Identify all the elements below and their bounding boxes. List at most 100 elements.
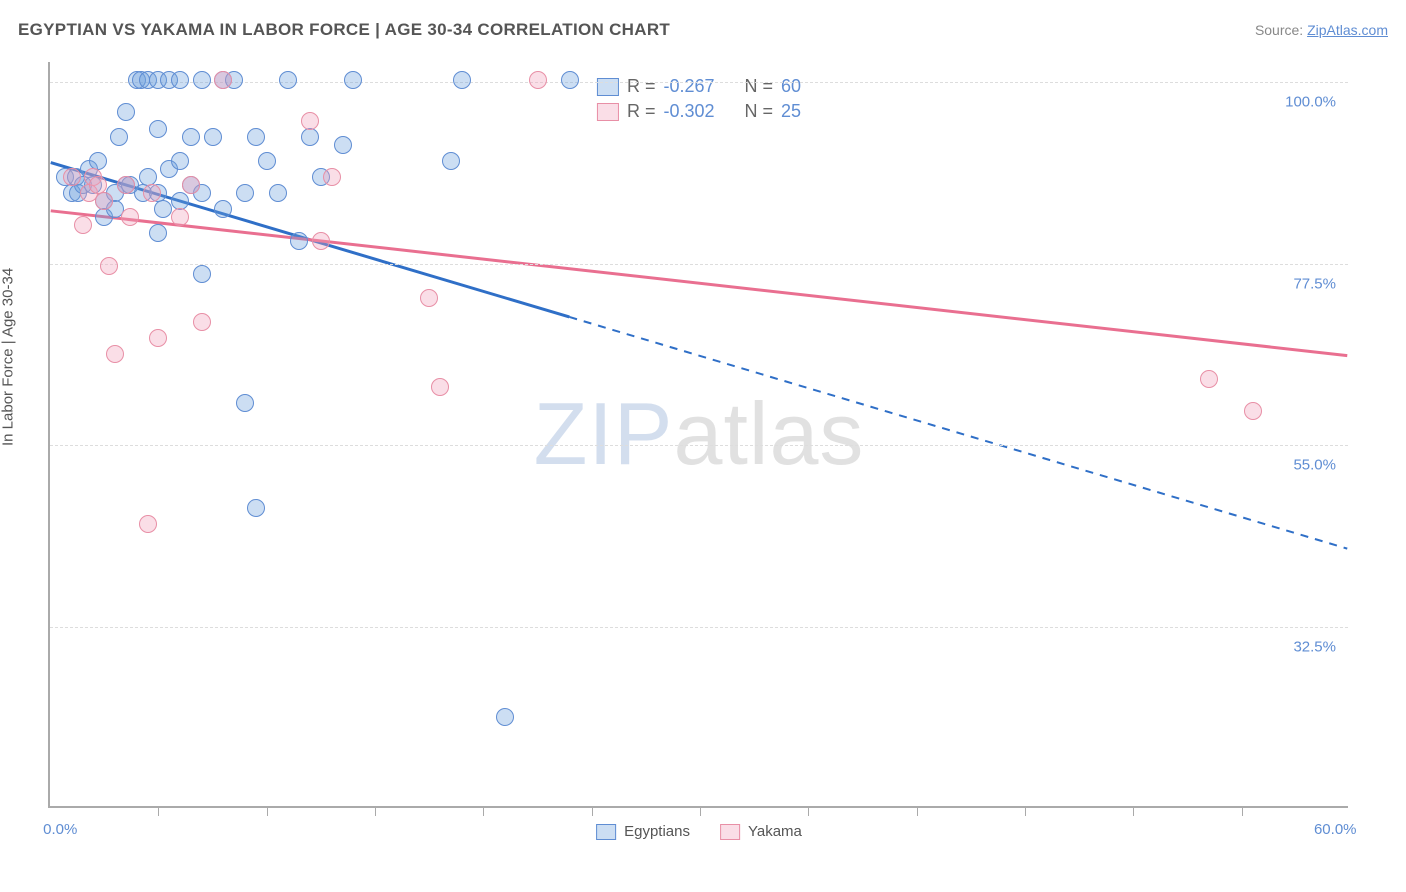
scatter-point: [95, 192, 113, 210]
scatter-point: [1200, 370, 1218, 388]
scatter-point: [74, 216, 92, 234]
scatter-point: [182, 176, 200, 194]
scatter-point: [193, 313, 211, 331]
scatter-point: [236, 394, 254, 412]
x-tick: [808, 806, 809, 816]
grid-line: [50, 82, 1348, 83]
scatter-point: [214, 71, 232, 89]
scatter-point: [561, 71, 579, 89]
y-tick-label: 55.0%: [1293, 457, 1336, 474]
legend-label: Egyptians: [624, 823, 690, 840]
stats-row: R = -0.267 N = 60: [597, 76, 801, 97]
x-tick: [917, 806, 918, 816]
scatter-point: [247, 499, 265, 517]
stats-r-label: R =: [627, 76, 656, 97]
scatter-point: [496, 708, 514, 726]
scatter-point: [117, 103, 135, 121]
scatter-point: [204, 128, 222, 146]
scatter-point: [182, 128, 200, 146]
scatter-point: [106, 345, 124, 363]
source-attribution: Source: ZipAtlas.com: [1255, 22, 1388, 38]
x-tick: [592, 806, 593, 816]
scatter-point: [121, 208, 139, 226]
x-tick: [267, 806, 268, 816]
x-tick: [158, 806, 159, 816]
scatter-point: [334, 136, 352, 154]
scatter-point: [529, 71, 547, 89]
y-tick-label: 77.5%: [1293, 275, 1336, 292]
scatter-point: [149, 224, 167, 242]
stats-n-label: N =: [745, 101, 774, 122]
stats-r-value: -0.302: [663, 101, 714, 122]
y-tick-label: 100.0%: [1285, 94, 1336, 111]
x-tick: [1242, 806, 1243, 816]
x-axis-min-label: 0.0%: [43, 821, 77, 838]
scatter-point: [323, 168, 341, 186]
scatter-point: [301, 112, 319, 130]
stats-n-value: 25: [781, 101, 801, 122]
legend-swatch: [720, 824, 740, 840]
grid-line: [50, 445, 1348, 446]
legend-swatch: [596, 824, 616, 840]
scatter-point: [290, 232, 308, 250]
scatter-point: [214, 200, 232, 218]
x-tick: [483, 806, 484, 816]
scatter-point: [279, 71, 297, 89]
scatter-point: [171, 71, 189, 89]
bottom-legend: Egyptians Yakama: [596, 823, 802, 840]
scatter-point: [193, 265, 211, 283]
scatter-point: [117, 176, 135, 194]
stats-n-value: 60: [781, 76, 801, 97]
stats-legend-box: R = -0.267 N = 60 R = -0.302 N = 25: [585, 66, 813, 132]
grid-line: [50, 264, 1348, 265]
scatter-point: [453, 71, 471, 89]
scatter-point: [193, 71, 211, 89]
scatter-point: [139, 168, 157, 186]
scatter-point: [442, 152, 460, 170]
scatter-point: [312, 232, 330, 250]
chart-title: EGYPTIAN VS YAKAMA IN LABOR FORCE | AGE …: [18, 20, 670, 40]
scatter-point: [236, 184, 254, 202]
scatter-point: [431, 378, 449, 396]
scatter-point: [149, 329, 167, 347]
scatter-point: [171, 208, 189, 226]
scatter-point: [100, 257, 118, 275]
y-axis-label: In Labor Force | Age 30-34: [0, 268, 17, 446]
trend-lines-layer: [50, 62, 1348, 806]
plot-area: ZIPatlas R =-0.267N =60R =-0.302N =25 0.…: [48, 62, 1348, 808]
scatter-point: [143, 184, 161, 202]
legend-label: Yakama: [748, 823, 802, 840]
stats-n-label: N =: [745, 76, 774, 97]
scatter-point: [171, 152, 189, 170]
x-axis-max-label: 60.0%: [1314, 821, 1357, 838]
scatter-point: [149, 120, 167, 138]
x-tick: [375, 806, 376, 816]
scatter-point: [420, 289, 438, 307]
legend-item: Egyptians: [596, 823, 690, 840]
scatter-point: [344, 71, 362, 89]
scatter-point: [1244, 402, 1262, 420]
legend-swatch: [597, 103, 619, 121]
scatter-point: [247, 128, 265, 146]
legend-swatch: [597, 78, 619, 96]
scatter-point: [269, 184, 287, 202]
scatter-point: [63, 168, 81, 186]
grid-line: [50, 627, 1348, 628]
x-tick: [1025, 806, 1026, 816]
stats-r-value: -0.267: [663, 76, 714, 97]
trend-line-solid: [51, 211, 1348, 356]
scatter-point: [110, 128, 128, 146]
x-tick: [1133, 806, 1134, 816]
stats-row: R = -0.302 N = 25: [597, 101, 801, 122]
legend-item: Yakama: [720, 823, 802, 840]
stats-r-label: R =: [627, 101, 656, 122]
x-tick: [700, 806, 701, 816]
scatter-point: [258, 152, 276, 170]
scatter-point: [301, 128, 319, 146]
scatter-point: [154, 200, 172, 218]
source-label: Source:: [1255, 22, 1307, 38]
source-link[interactable]: ZipAtlas.com: [1307, 22, 1388, 38]
trend-line-dashed: [569, 317, 1347, 549]
y-tick-label: 32.5%: [1293, 638, 1336, 655]
scatter-point: [139, 515, 157, 533]
